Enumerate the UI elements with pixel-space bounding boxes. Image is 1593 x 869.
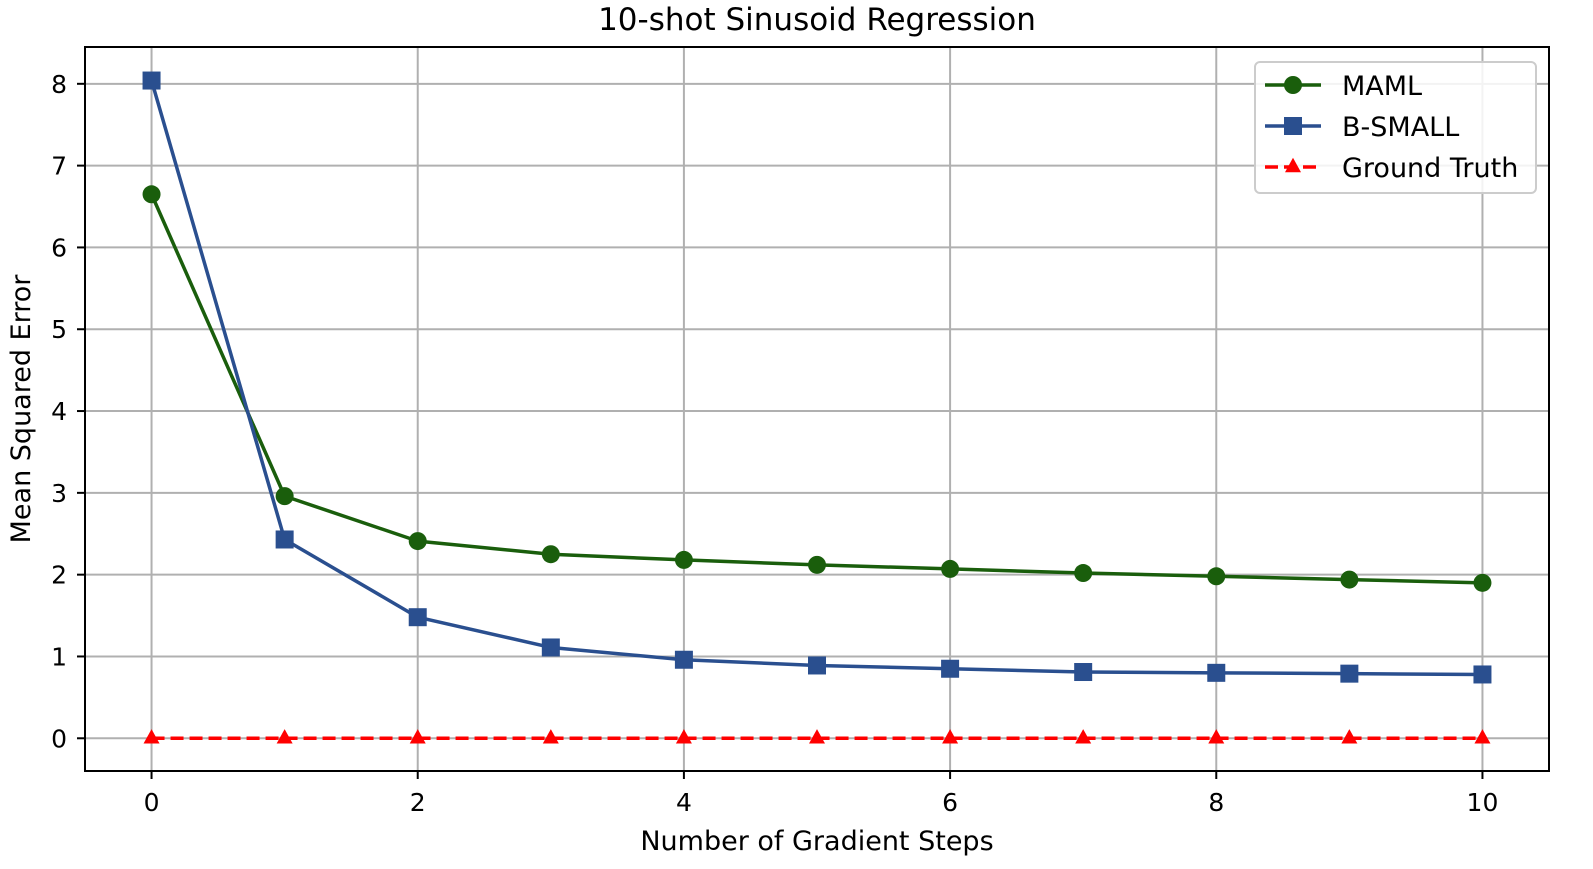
series-b-small	[142, 71, 1492, 684]
maml-point	[1473, 573, 1492, 592]
x-tick-label: 2	[410, 788, 426, 817]
series-layer	[142, 71, 1492, 744]
b-small-point	[1074, 663, 1093, 682]
legend-label-maml: MAML	[1342, 71, 1422, 102]
maml-point	[1074, 564, 1093, 583]
ground-truth-point	[1075, 729, 1092, 744]
ground-truth-point	[143, 729, 160, 744]
ground-truth-point	[1474, 729, 1491, 744]
b-small-point	[941, 659, 960, 678]
legend-label-ground-truth: Ground Truth	[1342, 153, 1518, 184]
legend-marker-maml	[1284, 76, 1302, 94]
ground-truth-point	[542, 729, 559, 744]
x-tick-label: 0	[144, 788, 160, 817]
ground-truth-point	[942, 729, 959, 744]
y-tick-label: 5	[51, 315, 67, 344]
x-tick-label: 8	[1208, 788, 1224, 817]
ground-truth-point	[1208, 729, 1225, 744]
plot-frame	[84, 46, 1550, 772]
legend-marker-ground-truth	[1285, 157, 1301, 173]
ground-truth-point	[276, 729, 293, 744]
maml-point	[275, 487, 294, 506]
ground-truth-point	[809, 729, 825, 744]
legend: MAML B-SMALL Ground Truth	[1254, 61, 1537, 194]
b-small-point	[1207, 663, 1226, 682]
chart-title: 10-shot Sinusoid Regression	[598, 2, 1036, 38]
b-small-point	[1473, 665, 1492, 684]
y-tick-label: 7	[51, 152, 67, 181]
b-small-point	[808, 656, 826, 675]
x-tick-label: 10	[1467, 788, 1499, 817]
y-tick-label: 1	[51, 642, 67, 671]
ground-truth-point	[409, 729, 426, 744]
b-small-point	[541, 638, 560, 657]
b-small-point	[142, 71, 161, 90]
b-small-point	[1340, 664, 1359, 683]
y-tick-label: 2	[51, 561, 67, 590]
y-axis-label: Mean Squared Error	[6, 274, 37, 544]
ground-truth-point	[675, 729, 692, 744]
maml-point	[1340, 570, 1359, 589]
maml-point	[1207, 567, 1226, 586]
maml-point	[808, 555, 826, 574]
b-small-point	[674, 650, 693, 669]
y-tick-label: 0	[51, 724, 67, 753]
legend-marker-b-small	[1284, 117, 1302, 135]
series-maml	[142, 185, 1492, 592]
ticks-layer: 0 2 4 6 8 10 0 1 2 3 4 5 6 7 8	[51, 70, 1498, 817]
series-ground-truth	[143, 729, 1491, 744]
x-tick-label: 6	[942, 788, 958, 817]
maml-point	[674, 550, 693, 569]
y-tick-label: 8	[51, 70, 67, 99]
maml-line	[149, 193, 1483, 585]
x-axis-label: Number of Gradient Steps	[640, 826, 993, 857]
maml-point	[941, 559, 960, 578]
y-tick-label: 4	[51, 397, 67, 426]
maml-point	[408, 532, 427, 551]
ground-truth-point	[1341, 729, 1358, 744]
x-tick-label: 4	[676, 788, 692, 817]
maml-point	[541, 545, 560, 564]
b-small-point	[275, 530, 294, 549]
maml-point	[142, 185, 161, 204]
legend-label-b-small: B-SMALL	[1342, 112, 1459, 143]
b-small-point	[408, 608, 427, 627]
y-tick-label: 3	[51, 479, 67, 508]
y-tick-label: 6	[51, 233, 67, 262]
legend-box	[1254, 61, 1537, 194]
